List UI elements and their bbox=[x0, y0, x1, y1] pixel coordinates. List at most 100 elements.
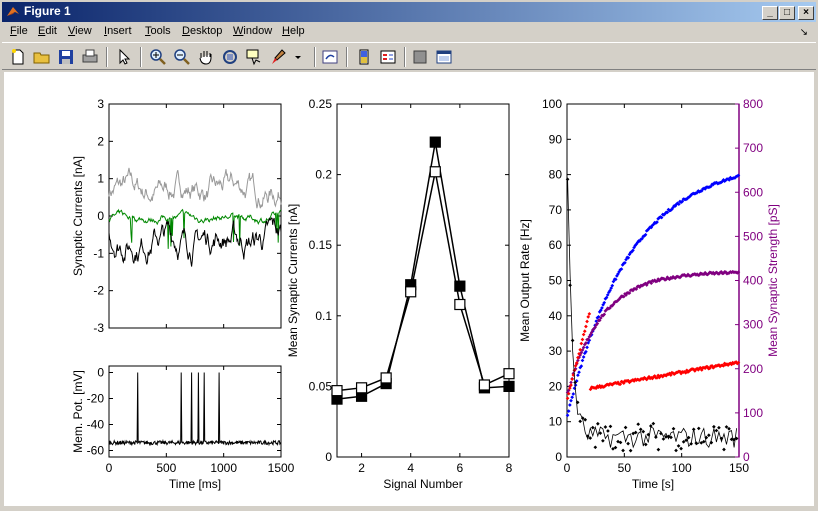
toolbar bbox=[2, 42, 816, 70]
rate-point bbox=[574, 361, 579, 365]
y-tick-label: 30 bbox=[549, 344, 563, 358]
rate-point bbox=[568, 386, 572, 390]
x-tick-label: 1000 bbox=[210, 461, 237, 475]
rate-point bbox=[605, 293, 610, 297]
rate-point bbox=[674, 448, 678, 453]
menu-insert[interactable]: Insert bbox=[104, 25, 132, 37]
rate-point bbox=[618, 382, 623, 386]
rate-point bbox=[577, 351, 581, 356]
rate-point bbox=[579, 341, 584, 346]
x-tick-label: 0 bbox=[106, 461, 113, 475]
x-tick-label: 150 bbox=[729, 461, 749, 475]
rate-point bbox=[638, 427, 643, 432]
data-cursor-icon[interactable] bbox=[244, 47, 264, 67]
rate-point bbox=[606, 429, 610, 433]
rotate-3d-icon[interactable] bbox=[220, 47, 240, 67]
y-tick-label: 70 bbox=[549, 203, 563, 217]
rate-point bbox=[572, 368, 577, 373]
maximize-button[interactable]: □ bbox=[779, 6, 795, 20]
right-y-tick-label: 700 bbox=[743, 141, 763, 155]
signal-marker bbox=[331, 385, 343, 397]
minimize-button[interactable]: _ bbox=[762, 6, 778, 20]
print-icon[interactable] bbox=[80, 47, 100, 67]
open-file-icon[interactable] bbox=[32, 47, 52, 67]
menu-view[interactable]: View bbox=[68, 25, 92, 37]
rate-point bbox=[595, 321, 600, 326]
y-tick-label: -1 bbox=[93, 246, 104, 260]
x-axis-label: Time [s] bbox=[632, 477, 674, 491]
rate-point bbox=[584, 349, 588, 354]
show-plot-tools-icon[interactable] bbox=[434, 47, 454, 67]
rate-point bbox=[681, 439, 686, 444]
rate-point bbox=[576, 373, 580, 378]
rate-point bbox=[569, 383, 573, 387]
menu-help[interactable]: Help bbox=[282, 25, 305, 37]
matlab-logo-icon bbox=[7, 7, 19, 16]
x-tick-label: 0 bbox=[564, 461, 571, 475]
rate-point bbox=[578, 347, 583, 352]
rate-point bbox=[696, 426, 701, 431]
y-axis-label: Mean Synaptic Currents [nA] bbox=[286, 204, 300, 357]
rate-point bbox=[596, 421, 600, 426]
brush-icon[interactable] bbox=[268, 47, 288, 67]
legend-icon[interactable] bbox=[378, 47, 398, 67]
rate-point bbox=[626, 255, 631, 260]
right-y-tick-label: 300 bbox=[743, 318, 763, 332]
y-tick-label: -60 bbox=[87, 444, 105, 458]
rate-point bbox=[565, 396, 570, 401]
rate-point bbox=[669, 435, 673, 440]
rate-point bbox=[621, 294, 626, 299]
right-y-tick-label: 200 bbox=[743, 362, 763, 376]
x-axis-label: Time [ms] bbox=[169, 477, 221, 491]
rate-point bbox=[586, 315, 591, 319]
rate-point bbox=[590, 425, 595, 430]
y-tick-label: 0.05 bbox=[309, 379, 333, 393]
hide-plot-tools-icon[interactable] bbox=[410, 47, 430, 67]
right-y-tick-label: 600 bbox=[743, 185, 763, 199]
rate-point bbox=[601, 438, 605, 443]
rate-point bbox=[613, 277, 618, 282]
y-tick-label: 60 bbox=[549, 238, 563, 252]
zoom-out-icon[interactable] bbox=[172, 47, 192, 67]
rate-point bbox=[626, 441, 630, 446]
toolbar-separator bbox=[106, 47, 108, 67]
x-axis-label: Signal Number bbox=[383, 477, 462, 491]
rate-point bbox=[727, 426, 731, 431]
menu-tools[interactable]: Tools bbox=[145, 25, 171, 37]
signal-marker bbox=[503, 368, 515, 380]
signal-currents-axes-box bbox=[336, 103, 510, 458]
pan-hand-icon[interactable] bbox=[196, 47, 216, 67]
menu-desktop[interactable]: Desktop bbox=[182, 25, 223, 37]
zoom-in-icon[interactable] bbox=[148, 47, 168, 67]
title-bar[interactable]: Figure 1 _ □ × bbox=[2, 2, 816, 22]
signal-marker bbox=[405, 286, 417, 298]
y-tick-label: 50 bbox=[549, 274, 563, 288]
right-y-axis-label: Mean Synaptic Strength [pS] bbox=[766, 204, 780, 357]
y-tick-label: 3 bbox=[97, 97, 104, 111]
menu-edit[interactable]: Edit bbox=[38, 25, 57, 37]
rate-point bbox=[573, 363, 578, 368]
new-figure-icon[interactable] bbox=[8, 47, 28, 67]
rate-point bbox=[623, 260, 627, 265]
rate-point bbox=[608, 424, 613, 429]
rate-point bbox=[587, 312, 592, 316]
rate-point bbox=[571, 392, 576, 396]
menu-dock-arrow-icon[interactable]: ↘ bbox=[799, 27, 808, 38]
select-arrow-icon[interactable] bbox=[114, 47, 134, 67]
save-icon[interactable] bbox=[56, 47, 76, 67]
menu-file[interactable]: File bbox=[10, 25, 28, 37]
signal-marker bbox=[454, 298, 466, 311]
link-plot-icon[interactable] bbox=[320, 47, 340, 67]
brush-dropdown-icon[interactable] bbox=[288, 47, 308, 67]
rate-point bbox=[618, 440, 623, 445]
rate-point bbox=[722, 447, 726, 452]
close-button[interactable]: × bbox=[798, 6, 814, 20]
current-trace-0 bbox=[108, 167, 282, 209]
signal-marker bbox=[429, 136, 441, 148]
menu-window[interactable]: Window bbox=[233, 25, 273, 37]
rate-point bbox=[576, 355, 580, 360]
colorbar-icon[interactable] bbox=[354, 47, 374, 67]
rate-point bbox=[603, 425, 608, 429]
